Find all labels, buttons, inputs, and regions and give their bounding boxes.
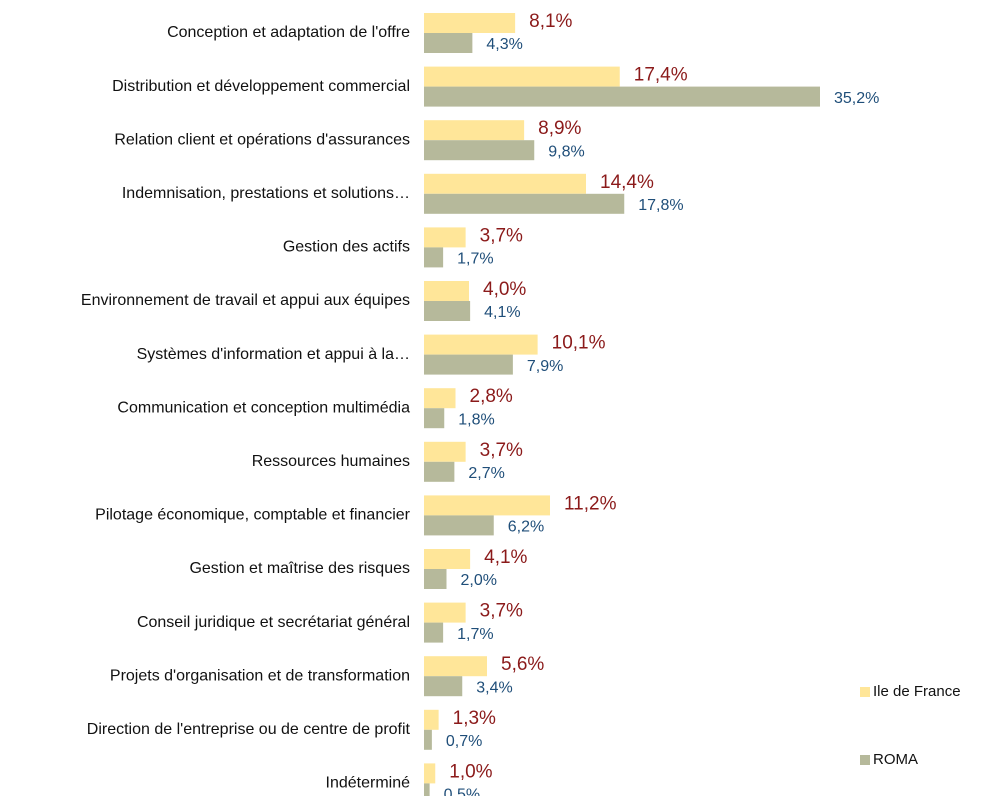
value-label: 35,2% <box>834 90 879 107</box>
bar <box>424 461 455 482</box>
bar <box>424 549 471 569</box>
value-label: 3,7% <box>480 601 523 622</box>
value-label: 2,8% <box>470 386 513 407</box>
bar <box>424 334 538 355</box>
legend-label: Ile de France <box>873 683 961 700</box>
category-label: Direction de l'entreprise ou de centre d… <box>87 721 411 738</box>
value-label: 1,0% <box>449 761 492 782</box>
bar <box>424 783 430 796</box>
value-label: 8,1% <box>529 11 572 32</box>
bar <box>424 388 456 409</box>
value-label: 9,8% <box>548 143 584 160</box>
bar <box>424 247 444 268</box>
value-label: 6,2% <box>508 519 544 536</box>
value-label: 7,9% <box>527 358 563 375</box>
value-label: 4,0% <box>483 279 526 300</box>
bar <box>424 301 471 321</box>
category-label: Pilotage économique, comptable et financ… <box>95 507 411 524</box>
category-label: Conception et adaptation de l'offre <box>167 24 410 41</box>
value-label: 1,3% <box>453 708 496 729</box>
bar <box>424 408 445 429</box>
bar <box>424 763 436 784</box>
bar <box>424 227 466 248</box>
value-label: 0,5% <box>444 787 480 796</box>
bar <box>424 676 463 697</box>
value-label: 1,7% <box>457 251 493 268</box>
value-label: 10,1% <box>552 333 606 354</box>
category-label: Gestion et maîtrise des risques <box>189 560 410 577</box>
category-label: Distribution et développement commercial <box>112 78 410 95</box>
legend-swatch <box>860 755 870 765</box>
value-label: 3,7% <box>480 440 523 461</box>
category-label: Indemnisation, prestations et solutions… <box>122 185 410 202</box>
value-label: 4,1% <box>484 547 527 568</box>
bar <box>424 120 525 141</box>
bar <box>424 569 447 589</box>
value-label: 3,4% <box>476 679 512 696</box>
bar <box>424 86 820 107</box>
bar <box>424 729 432 750</box>
value-label: 17,8% <box>638 197 683 214</box>
value-label: 0,7% <box>446 733 482 750</box>
value-label: 14,4% <box>600 172 654 193</box>
value-label: 17,4% <box>634 65 688 86</box>
value-label: 4,3% <box>486 36 522 53</box>
bar <box>424 602 466 623</box>
category-label: Systèmes d'information et appui à la… <box>137 346 410 363</box>
category-label: Conseil juridique et secrétariat général <box>137 614 410 631</box>
bar <box>424 33 473 53</box>
legend-swatch <box>860 687 870 697</box>
category-label: Communication et conception multimédia <box>117 399 410 416</box>
bar <box>424 709 439 730</box>
bar <box>424 173 586 194</box>
bar <box>424 354 513 375</box>
category-label: Ressources humaines <box>252 453 410 470</box>
value-label: 1,7% <box>457 626 493 643</box>
value-label: 8,9% <box>538 118 581 139</box>
bar <box>424 140 535 161</box>
value-label: 2,7% <box>468 465 504 482</box>
value-label: 3,7% <box>480 225 523 246</box>
bar <box>424 193 625 214</box>
category-label: Relation client et opérations d'assuranc… <box>114 131 410 148</box>
bar <box>424 66 620 87</box>
category-label: Projets d'organisation et de transformat… <box>110 667 410 684</box>
value-label: 5,6% <box>501 654 544 675</box>
bar <box>424 515 494 536</box>
value-label: 4,1% <box>484 304 520 321</box>
bar <box>424 656 487 677</box>
value-label: 11,2% <box>564 493 617 514</box>
legend-label: ROMA <box>873 751 918 768</box>
category-label: Gestion des actifs <box>283 239 410 256</box>
category-label: Environnement de travail et appui aux éq… <box>81 292 410 309</box>
value-label: 1,8% <box>458 411 494 428</box>
value-label: 2,0% <box>461 572 497 589</box>
bar <box>424 13 516 33</box>
bar <box>424 495 550 516</box>
bar <box>424 281 469 301</box>
bar <box>424 622 444 643</box>
bar <box>424 441 466 462</box>
category-label: Indéterminé <box>326 775 411 792</box>
